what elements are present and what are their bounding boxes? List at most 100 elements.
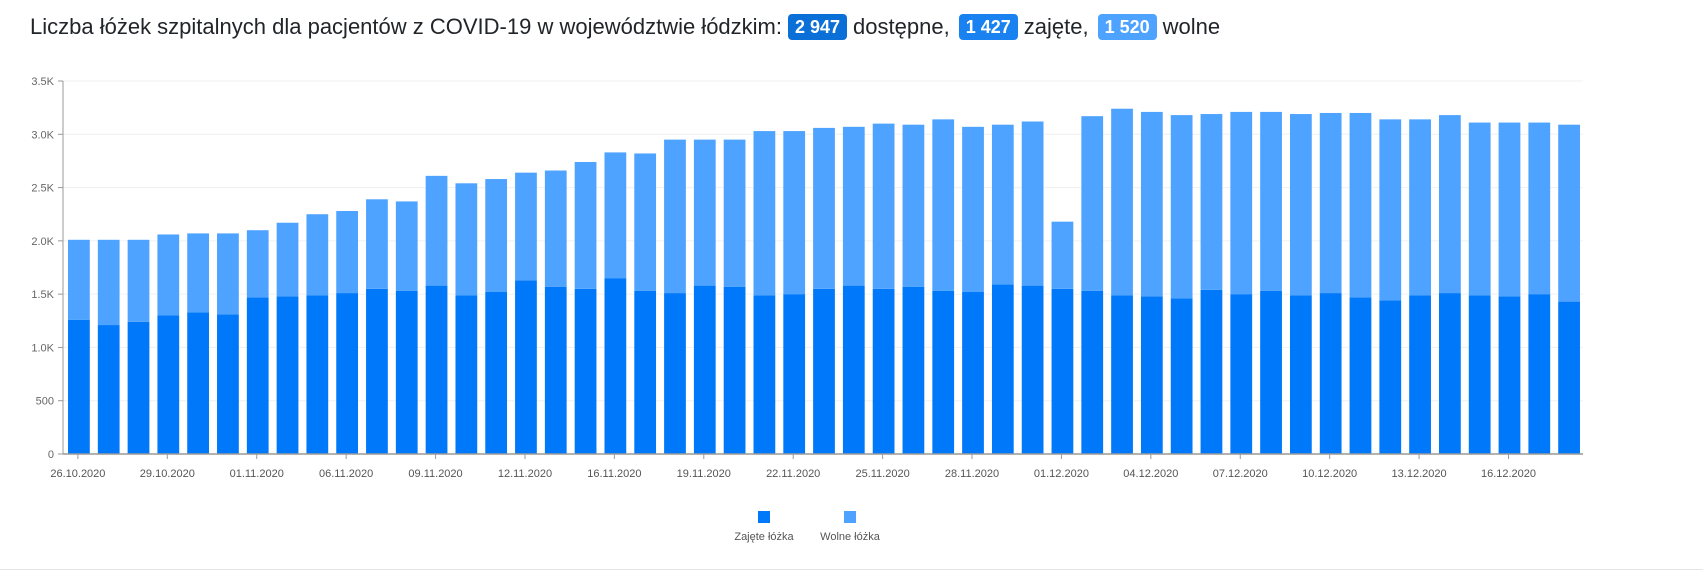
bar-free — [1081, 116, 1104, 291]
available-beds-badge: 2 947 — [788, 14, 848, 40]
bar-free — [276, 222, 299, 297]
bar-free — [246, 230, 269, 298]
bar-free — [1260, 111, 1282, 291]
y-tick-label: 0 — [48, 449, 54, 461]
beds-stacked-bar-chart: 0 500 1.0K 1.5K 2.0K 2.5K 3.0K 3.5K 26.10.2020 29… — [31, 76, 1583, 543]
bar-occupied — [1021, 285, 1044, 454]
occupied-beds-badge: 1 427 — [958, 14, 1018, 40]
bar-free — [425, 175, 448, 286]
bar-occupied — [1289, 295, 1312, 454]
bar-free — [574, 161, 597, 289]
bar-free — [97, 239, 120, 326]
bar-occupied — [336, 293, 359, 454]
bar-occupied — [1170, 298, 1193, 454]
bar-occupied — [1498, 296, 1521, 454]
x-tick-label: 01.11.2020 — [230, 468, 284, 480]
bar-occupied — [1349, 297, 1372, 454]
bar-free — [872, 123, 895, 289]
x-tick-label: 29.10.2020 — [140, 468, 195, 480]
bar-occupied — [1439, 293, 1461, 454]
bar-free — [693, 139, 716, 286]
bar-occupied — [962, 292, 984, 454]
bottom-divider — [0, 569, 1703, 570]
bar-free — [932, 119, 955, 291]
bar-free — [902, 124, 925, 287]
bar-free — [664, 139, 686, 294]
bar-occupied — [425, 285, 448, 454]
bar-free — [1379, 119, 1402, 301]
bar-occupied — [1468, 295, 1491, 454]
y-tick-label: 2.5K — [31, 183, 54, 195]
bar-free — [1289, 114, 1312, 296]
bar-free — [1140, 111, 1163, 297]
bar-free — [1468, 122, 1491, 296]
legend-swatch-occupied — [758, 511, 770, 523]
bar-occupied — [872, 288, 895, 454]
bar-free — [1409, 119, 1431, 296]
x-tick-label: 12.11.2020 — [498, 468, 552, 480]
bar-occupied — [1230, 294, 1253, 454]
bar-occupied — [187, 312, 209, 454]
bar-occupied — [455, 295, 478, 454]
bar-free — [395, 201, 418, 291]
page-title: Liczba łóżek szpitalnych dla pacjentów z… — [30, 12, 1220, 42]
bar-occupied — [97, 325, 120, 454]
bar-occupied — [783, 294, 806, 454]
available-beds-label: dostępne, — [853, 14, 950, 39]
bar-occupied — [664, 293, 686, 454]
y-tick-label: 1.0K — [31, 342, 54, 354]
bar-occupied — [932, 290, 955, 454]
bar-occupied — [68, 319, 90, 454]
bar-occupied — [276, 296, 299, 454]
x-tick-label: 19.11.2020 — [677, 468, 731, 480]
free-beds-badge: 1 520 — [1097, 14, 1157, 40]
bar-free — [1349, 112, 1372, 298]
legend-label-free: Wolne łóżka — [820, 531, 881, 543]
bar-free — [1111, 108, 1133, 296]
x-tick-label: 07.12.2020 — [1213, 468, 1268, 480]
bar-occupied — [634, 290, 657, 454]
bar-occupied — [574, 288, 597, 454]
bar-free — [604, 152, 627, 279]
bar-free — [1558, 124, 1580, 302]
bar-free — [1170, 115, 1193, 299]
bar-occupied — [842, 285, 865, 454]
bar-free — [455, 183, 478, 296]
bar-free — [1200, 114, 1223, 290]
bar-occupied — [1081, 290, 1104, 454]
bar-occupied — [485, 292, 508, 454]
bar-occupied — [1140, 296, 1163, 454]
bar-occupied — [395, 290, 418, 454]
legend-swatch-free — [844, 511, 856, 523]
bar-free — [157, 234, 180, 316]
free-beds-label: wolne — [1162, 14, 1221, 39]
legend-label-occupied: Zajęte łóżka — [734, 531, 794, 543]
bar-free — [187, 233, 209, 313]
x-tick-label: 22.11.2020 — [766, 468, 820, 480]
bar-free — [1051, 221, 1074, 289]
y-tick-label: 3.0K — [31, 129, 54, 141]
x-tick-label: 13.12.2020 — [1392, 468, 1447, 480]
bar-free — [485, 179, 508, 293]
bar-occupied — [813, 288, 835, 454]
bar-occupied — [1111, 295, 1133, 454]
bar-free — [991, 124, 1014, 285]
x-tick-label: 28.11.2020 — [945, 468, 999, 480]
x-tick-label: 01.12.2020 — [1034, 468, 1089, 480]
bar-occupied — [991, 284, 1014, 454]
bar-free — [336, 211, 359, 294]
y-tick-label: 1.5K — [31, 289, 54, 301]
bar-occupied — [753, 295, 776, 454]
y-tick-label: 2.0K — [31, 236, 54, 248]
bar-occupied — [1528, 294, 1551, 454]
bar-free — [515, 172, 537, 281]
bar-free — [753, 131, 776, 296]
bar-free — [842, 126, 865, 286]
bar-occupied — [157, 315, 180, 454]
x-tick-label: 16.11.2020 — [587, 468, 641, 480]
bar-occupied — [246, 297, 269, 454]
x-tick-label: 25.11.2020 — [855, 468, 909, 480]
bar-occupied — [1379, 300, 1402, 454]
bar-free — [1319, 112, 1342, 294]
bar-occupied — [902, 286, 925, 454]
